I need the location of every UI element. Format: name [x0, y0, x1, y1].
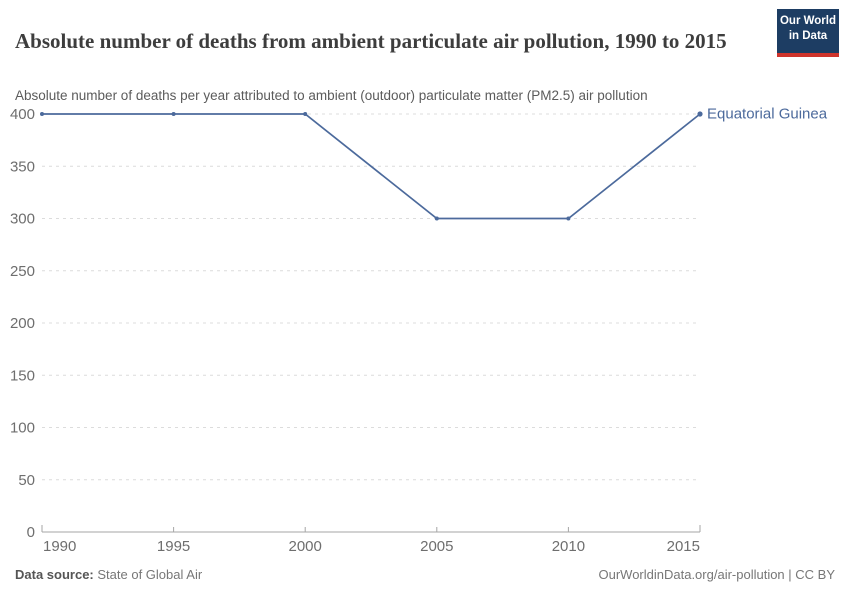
- x-axis-tick-label: 1990: [43, 538, 76, 555]
- page-title: Absolute number of deaths from ambient p…: [15, 29, 727, 54]
- data-point[interactable]: [171, 112, 176, 116]
- x-axis-tick-label: 2005: [420, 538, 453, 555]
- y-axis-tick-label: 150: [10, 367, 35, 384]
- y-axis-tick-label: 250: [10, 263, 35, 280]
- y-axis-tick-label: 100: [10, 420, 35, 437]
- data-point[interactable]: [40, 112, 44, 116]
- data-source-note: Data source: State of Global Air: [15, 567, 202, 582]
- series-line-equatorial-guinea[interactable]: [42, 113, 701, 220]
- data-point[interactable]: [434, 216, 439, 221]
- data-source-label: Data source:: [15, 567, 94, 582]
- series-label-equatorial-guinea[interactable]: Equatorial Guinea: [707, 106, 828, 123]
- x-axis-tick-label: 1995: [157, 538, 190, 555]
- y-axis-tick-label: 350: [10, 158, 35, 175]
- owid-logo-line2: in Data: [788, 30, 828, 42]
- owid-logo-line1: Our World: [779, 15, 836, 27]
- data-point[interactable]: [303, 112, 308, 116]
- data-point[interactable]: [566, 216, 571, 221]
- chart-subtitle: Absolute number of deaths per year attri…: [15, 87, 648, 103]
- y-axis-tick-label: 300: [10, 211, 35, 228]
- owid-url-link[interactable]: OurWorldinData.org/air-pollution | CC BY: [598, 567, 835, 582]
- data-point[interactable]: [697, 111, 703, 117]
- owid-logo[interactable]: Our World in Data: [777, 9, 839, 57]
- chart-footer: Data source: State of Global Air OurWorl…: [15, 567, 835, 582]
- data-source-value: State of Global Air: [97, 567, 203, 582]
- y-axis-tick-label: 50: [18, 472, 35, 489]
- x-axis-tick-label: 2015: [667, 538, 700, 555]
- y-axis-tick-label: 400: [10, 106, 35, 123]
- y-axis-tick-label: 200: [10, 315, 35, 332]
- x-axis-tick-label: 2000: [289, 538, 322, 555]
- y-axis-tick-label: 0: [27, 524, 35, 541]
- x-axis-tick-label: 2010: [552, 538, 585, 555]
